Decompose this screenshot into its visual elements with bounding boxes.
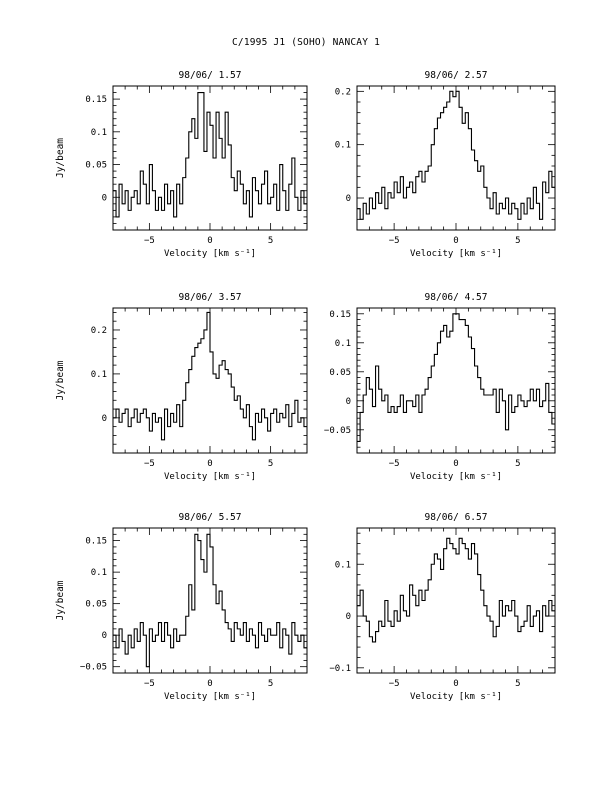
y-tick-label: −0.05: [324, 426, 351, 436]
plot-frame: [112, 85, 308, 231]
x-axis-label: Velocity [km s⁻¹]: [410, 249, 502, 259]
y-tick-label: −0.1: [329, 664, 351, 674]
x-tick-label: 0: [207, 679, 212, 689]
x-tick-label: 0: [207, 236, 212, 246]
y-axis-label: Jy/beam: [55, 360, 66, 400]
x-tick-label: −5: [389, 679, 400, 689]
spectrum-series-line: [357, 90, 555, 220]
panel-title: 98/06/ 2.57: [425, 70, 488, 81]
panel-title: 98/06/ 5.57: [179, 512, 242, 523]
y-tick-label: 0.1: [335, 141, 351, 151]
y-tick-label: 0.15: [85, 537, 107, 547]
x-tick-label: 0: [453, 459, 458, 469]
y-tick-label: 0.1: [335, 560, 351, 570]
spectrum-panel-6: −5 0 5 −0.1 0 0.1 98/06/ 6.57 Velocity [km s⁻¹]: [329, 512, 556, 702]
x-tick-label: 5: [515, 679, 520, 689]
panel-title: 98/06/ 4.57: [425, 292, 488, 303]
spectrum-series-line: [357, 537, 555, 643]
x-tick-label: −5: [144, 459, 155, 469]
plot-frame: [356, 307, 556, 454]
y-tick-label: 0.1: [91, 568, 107, 578]
x-tick-label: −5: [389, 236, 400, 246]
plot-frame: [112, 527, 308, 674]
y-tick-label: 0: [346, 397, 351, 407]
y-axis-label: Jy/beam: [55, 138, 66, 178]
y-tick-label: 0.05: [85, 161, 107, 171]
x-tick-label: 5: [268, 236, 273, 246]
x-axis-label: Velocity [km s⁻¹]: [410, 692, 502, 702]
panel-title: 98/06/ 6.57: [425, 512, 488, 523]
y-tick-label: 0.1: [91, 370, 107, 380]
spectrum-panel-2: −5 0 5 0 0.1 0.2 98/06/ 2.57 Velocity [km s⁻¹]: [335, 70, 556, 259]
spectrum-series-line: [113, 533, 307, 668]
y-tick-label: 0: [102, 414, 107, 424]
x-tick-label: −5: [144, 236, 155, 246]
y-tick-label: 0.15: [329, 310, 351, 320]
y-tick-label: 0: [346, 612, 351, 622]
spectrum-panel-4: −5 0 5 −0.05 0 0.05 0.1 0.15 98/06/ 4.57 Velocity…: [324, 292, 556, 482]
x-axis-label: Velocity [km s⁻¹]: [164, 249, 256, 259]
y-axis-label: Jy/beam: [55, 580, 66, 620]
x-tick-label: −5: [144, 679, 155, 689]
y-tick-label: 0: [102, 193, 107, 203]
x-tick-label: 5: [268, 679, 273, 689]
panel-title: 98/06/ 3.57: [179, 292, 242, 303]
x-tick-label: −5: [389, 459, 400, 469]
y-tick-label: −0.05: [80, 663, 107, 673]
y-tick-label: 0: [346, 194, 351, 204]
y-tick-label: 0.1: [335, 339, 351, 349]
x-axis-label: Velocity [km s⁻¹]: [164, 472, 256, 482]
y-tick-label: 0.15: [85, 95, 107, 105]
spectrum-panel-5: −5 0 5 −0.05 0 0.05 0.1 0.15 98/06/ 5.57 Velocity…: [55, 512, 308, 702]
x-tick-label: 5: [515, 236, 520, 246]
y-tick-label: 0.2: [91, 326, 107, 336]
y-tick-label: 0.2: [335, 87, 351, 97]
x-axis-label: Velocity [km s⁻¹]: [164, 692, 256, 702]
x-axis-label: Velocity [km s⁻¹]: [410, 472, 502, 482]
x-tick-label: 5: [515, 459, 520, 469]
y-tick-label: 0.1: [91, 128, 107, 138]
x-tick-label: 5: [268, 459, 273, 469]
page-title: C/1995 J1 (SOHO) NANCAY 1: [232, 37, 380, 48]
x-tick-label: 0: [453, 679, 458, 689]
x-tick-label: 0: [207, 459, 212, 469]
x-tick-label: 0: [453, 236, 458, 246]
spectrum-series-line: [113, 91, 307, 218]
spectrum-panel-3: −5 0 5 0 0.1 0.2 98/06/ 3.57 Velocity [km s⁻¹] J…: [55, 292, 308, 482]
spectrum-panel-1: −5 0 5 0 0.05 0.1 0.15 98/06/ 1.57 Velocity [km …: [55, 70, 308, 259]
panel-title: 98/06/ 1.57: [179, 70, 242, 81]
y-tick-label: 0.05: [85, 600, 107, 610]
spectrum-series-line: [357, 313, 555, 442]
y-tick-label: 0: [102, 631, 107, 641]
spectrum-series-line: [113, 311, 307, 441]
y-tick-label: 0.05: [329, 368, 351, 378]
